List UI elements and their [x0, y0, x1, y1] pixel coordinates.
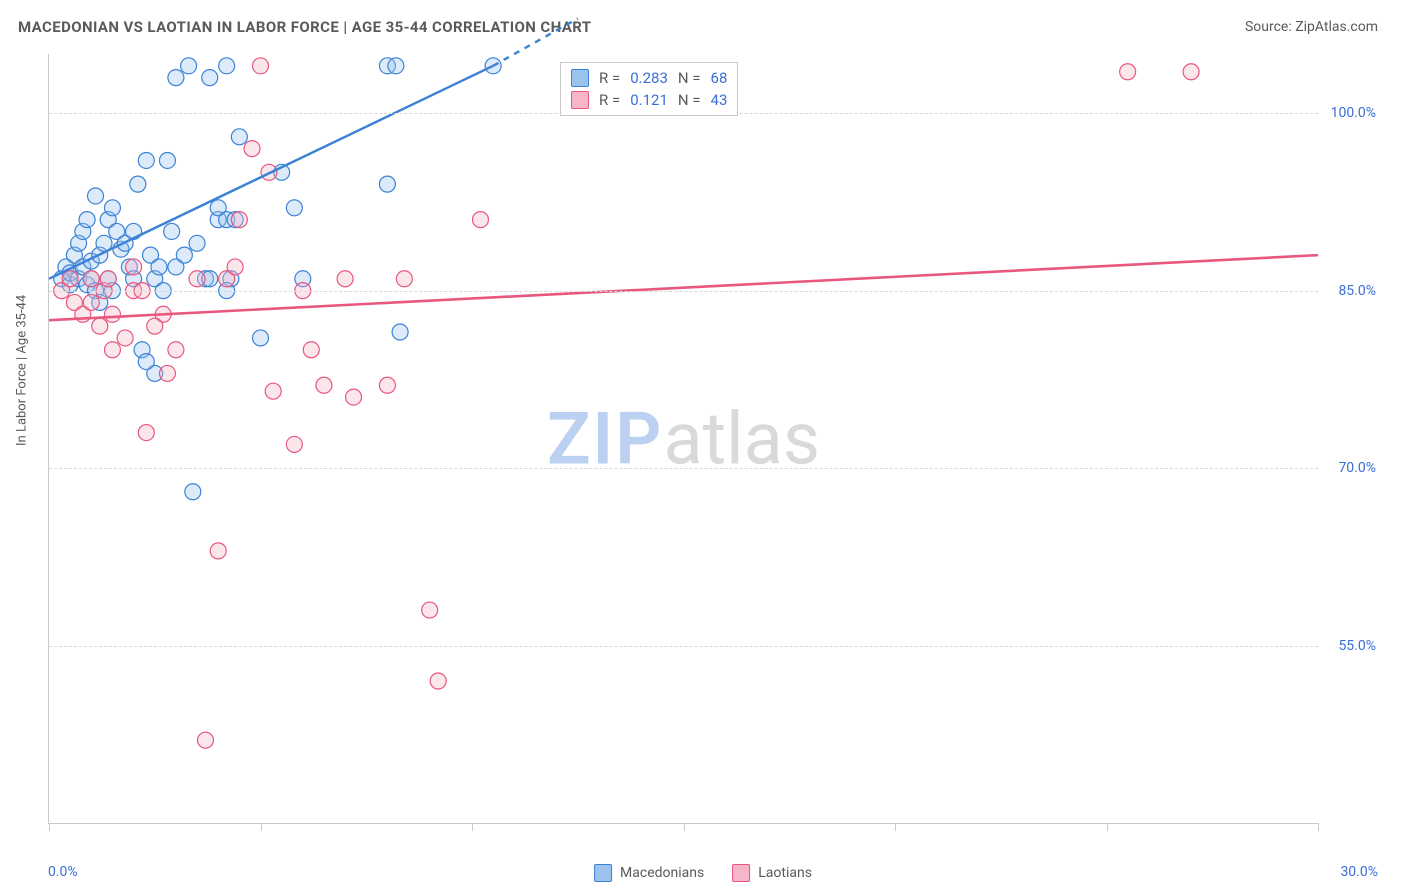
scatter-point: [303, 342, 319, 358]
x-tick: [472, 823, 473, 831]
scatter-point: [164, 223, 180, 239]
legend-item: Laotians: [732, 864, 812, 882]
scatter-point: [130, 176, 146, 192]
scatter-point: [379, 176, 395, 192]
scatter-point: [189, 235, 205, 251]
scatter-point: [210, 543, 226, 559]
scatter-point: [430, 673, 446, 689]
y-axis-title: In Labor Force | Age 35-44: [15, 295, 30, 446]
stats-n-label: N =: [678, 69, 701, 87]
scatter-point: [337, 271, 353, 287]
scatter-point: [138, 152, 154, 168]
stats-r-value: 0.121: [630, 91, 668, 109]
scatter-point: [168, 70, 184, 86]
scatter-point: [159, 152, 175, 168]
scatter-point: [472, 212, 488, 228]
legend-swatch: [594, 864, 612, 882]
scatter-point: [1183, 64, 1199, 80]
scatter-point: [104, 200, 120, 216]
stats-r-value: 0.283: [630, 69, 668, 87]
scatter-point: [151, 259, 167, 275]
header: MACEDONIAN VS LAOTIAN IN LABOR FORCE | A…: [0, 0, 1406, 48]
stats-n-value: 43: [711, 91, 728, 109]
scatter-point: [231, 212, 247, 228]
x-tick: [1107, 823, 1108, 831]
regression-line: [49, 66, 493, 279]
gridline-h: [49, 646, 1318, 647]
x-tick: [684, 823, 685, 831]
gridline-h: [49, 468, 1318, 469]
scatter-point: [88, 188, 104, 204]
scatter-point: [159, 365, 175, 381]
stats-swatch: [571, 91, 589, 109]
scatter-point: [104, 306, 120, 322]
stats-box: R = 0.283 N = 68 R = 0.121 N = 43: [560, 62, 738, 116]
scatter-point: [83, 271, 99, 287]
scatter-point: [79, 212, 95, 228]
chart-area: ZIPatlas 55.0%70.0%85.0%100.0%: [48, 54, 1378, 824]
x-tick: [1318, 823, 1319, 831]
scatter-point: [392, 324, 408, 340]
scatter-point: [231, 129, 247, 145]
x-label-min: 0.0%: [48, 864, 78, 880]
scatter-point: [244, 141, 260, 157]
stats-r-label: R =: [599, 69, 620, 87]
scatter-point: [286, 436, 302, 452]
scatter-point: [396, 271, 412, 287]
scatter-point: [92, 318, 108, 334]
legend-swatch: [732, 864, 750, 882]
scatter-point: [227, 259, 243, 275]
x-label-max: 30.0%: [1340, 864, 1378, 880]
scatter-point: [117, 330, 133, 346]
gridline-h: [49, 291, 1318, 292]
source-label: Source: ZipAtlas.com: [1245, 19, 1378, 35]
scatter-point: [388, 58, 404, 74]
scatter-point: [253, 330, 269, 346]
scatter-point: [185, 484, 201, 500]
scatter-point: [104, 342, 120, 358]
legend-item: Macedonians: [594, 864, 704, 882]
legend-bottom: Macedonians Laotians: [594, 864, 812, 882]
stats-r-label: R =: [599, 91, 620, 109]
scatter-point: [62, 271, 78, 287]
y-tick-label: 85.0%: [1338, 283, 1376, 299]
x-tick: [261, 823, 262, 831]
scatter-point: [198, 732, 214, 748]
scatter-point: [219, 58, 235, 74]
scatter-point: [138, 354, 154, 370]
scatter-point: [286, 200, 302, 216]
scatter-point: [202, 70, 218, 86]
y-tick-label: 70.0%: [1338, 460, 1376, 476]
scatter-point: [253, 58, 269, 74]
scatter-point: [176, 247, 192, 263]
chart-title: MACEDONIAN VS LAOTIAN IN LABOR FORCE | A…: [18, 18, 592, 36]
scatter-point: [346, 389, 362, 405]
stats-n-label: N =: [678, 91, 701, 109]
stats-n-value: 68: [711, 69, 728, 87]
scatter-point: [1120, 64, 1136, 80]
plot-area: ZIPatlas 55.0%70.0%85.0%100.0%: [48, 54, 1318, 824]
scatter-point: [189, 271, 205, 287]
scatter-point: [422, 602, 438, 618]
y-tick-label: 100.0%: [1331, 105, 1376, 121]
scatter-point: [379, 377, 395, 393]
scatter-point: [126, 259, 142, 275]
scatter-point: [100, 271, 116, 287]
plot-svg: [49, 54, 1318, 823]
stats-swatch: [571, 69, 589, 87]
legend-label: Laotians: [758, 865, 812, 881]
y-tick-label: 55.0%: [1338, 638, 1376, 654]
legend-label: Macedonians: [620, 865, 704, 881]
scatter-point: [265, 383, 281, 399]
scatter-point: [83, 294, 99, 310]
x-tick: [895, 823, 896, 831]
x-tick: [49, 823, 50, 831]
scatter-point: [138, 425, 154, 441]
scatter-point: [147, 318, 163, 334]
scatter-point: [316, 377, 332, 393]
scatter-point: [168, 342, 184, 358]
scatter-point: [181, 58, 197, 74]
